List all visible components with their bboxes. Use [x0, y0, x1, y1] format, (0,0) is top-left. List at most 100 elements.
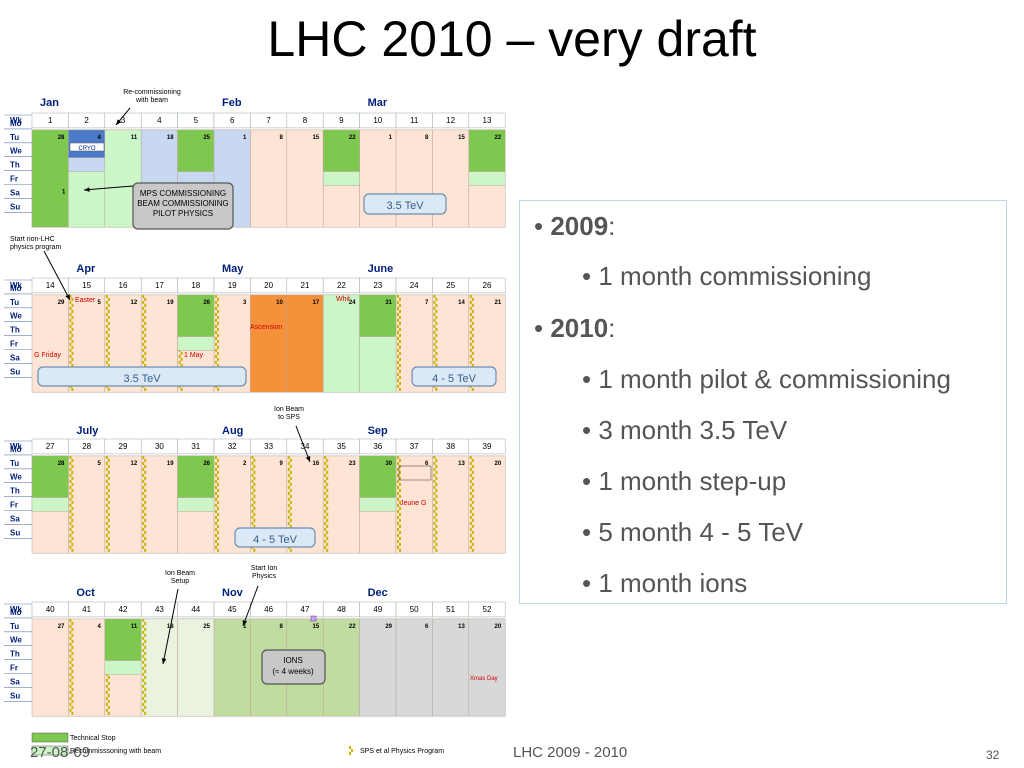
- marker-dot: [107, 518, 110, 522]
- marker-dot: [469, 306, 472, 310]
- marker-dot: [107, 512, 110, 516]
- sps-physics-marker: [324, 455, 329, 552]
- marker-dot: [253, 476, 256, 480]
- marker-dot: [469, 324, 472, 328]
- marker-dot: [69, 342, 72, 346]
- marker-dot: [399, 470, 401, 474]
- marker-dot: [469, 312, 472, 316]
- marker-dot: [289, 506, 292, 510]
- marker-dot: [471, 524, 474, 528]
- week-number: 6: [230, 116, 235, 125]
- marker-dot: [69, 485, 72, 489]
- marker-dot: [144, 645, 147, 649]
- marker-dot: [144, 542, 147, 546]
- bullet-item: • 2010:: [534, 313, 616, 343]
- marker-dot: [326, 530, 329, 534]
- marker-dot: [397, 473, 399, 477]
- recommissioning-cell: [359, 336, 397, 393]
- marker-dot: [215, 336, 217, 340]
- day-label: Fr: [10, 664, 18, 673]
- marker-dot: [433, 306, 436, 310]
- recommissioning-cell: [322, 171, 360, 186]
- day-cell: [322, 455, 360, 554]
- technical-stop-cell: [177, 129, 215, 172]
- week-number: 18: [191, 281, 200, 290]
- day-label: Su: [10, 528, 20, 537]
- marker-dot: [71, 711, 74, 715]
- marker-dot: [144, 512, 147, 516]
- week-number: 11: [410, 116, 419, 125]
- week-number: 1: [48, 116, 53, 125]
- marker-dot: [399, 345, 401, 349]
- marker-dot: [471, 476, 474, 480]
- marker-dot: [433, 330, 436, 334]
- marker-dot: [71, 530, 74, 534]
- marker-dot: [397, 336, 399, 340]
- week-number: 32: [228, 442, 237, 451]
- marker-dot: [435, 321, 438, 325]
- marker-dot: [107, 470, 110, 474]
- marker-dot: [471, 303, 474, 307]
- day-label: We: [10, 312, 22, 321]
- monday-date: 20: [495, 461, 502, 467]
- monday-date: 7: [425, 300, 429, 306]
- technical-stop-cell: [177, 294, 215, 337]
- marker-dot: [107, 482, 110, 486]
- marker-dot: [471, 464, 474, 468]
- marker-dot: [107, 303, 110, 307]
- marker-dot: [289, 494, 292, 498]
- marker-dot: [433, 336, 436, 340]
- marker-dot: [69, 684, 72, 688]
- marker-dot: [142, 660, 145, 664]
- marker-dot: [397, 503, 399, 507]
- marker-dot: [399, 375, 401, 379]
- marker-dot: [469, 467, 472, 471]
- marker-dot: [215, 527, 217, 531]
- day-label: Sa: [10, 514, 20, 523]
- marker-dot: [142, 479, 145, 483]
- day-label: Mo: [10, 608, 22, 617]
- marker-dot: [253, 500, 256, 504]
- recommissioning-cell: [322, 294, 360, 393]
- marker-dot: [69, 503, 72, 507]
- marker-dot: [471, 536, 474, 540]
- marker-dot: [469, 479, 472, 483]
- marker-dot: [399, 333, 401, 337]
- day-label: Wk: [10, 442, 23, 451]
- marker-dot: [435, 548, 438, 552]
- marker-dot: [433, 479, 436, 483]
- marker-dot: [397, 366, 399, 370]
- marker-dot: [142, 324, 145, 328]
- marker-dot: [469, 300, 472, 304]
- marker-dot: [217, 530, 219, 534]
- bullet-item: • 1 month step-up: [582, 466, 787, 496]
- marker-dot: [326, 512, 329, 516]
- marker-dot: [435, 494, 438, 498]
- marker-dot: [399, 494, 401, 498]
- note-start-non-lhc: physics program: [10, 244, 62, 251]
- day-label: Th: [10, 326, 20, 335]
- marker-dot: [105, 545, 108, 549]
- week-number: 50: [410, 605, 419, 614]
- marker-dot: [251, 455, 254, 459]
- marker-dot: [71, 651, 74, 655]
- marker-dot: [105, 503, 108, 507]
- marker-dot: [71, 339, 74, 343]
- marker-dot: [471, 333, 474, 337]
- marker-dot: [69, 360, 72, 364]
- day-cell: [140, 455, 178, 554]
- marker-dot: [144, 663, 147, 667]
- marker-dot: [144, 669, 147, 673]
- marker-dot: [287, 503, 290, 507]
- marker-dot: [69, 624, 72, 628]
- bullet-year: 2010: [550, 313, 609, 343]
- bullet-item: • 3 month 3.5 TeV: [582, 415, 788, 445]
- marker-dot: [107, 548, 110, 552]
- monday-date: 13: [458, 624, 465, 630]
- day-label: Wk: [10, 605, 23, 614]
- marker-dot: [71, 675, 74, 679]
- marker-dot: [435, 536, 438, 540]
- day-label: Fr: [10, 340, 18, 349]
- marker-dot: [105, 306, 108, 310]
